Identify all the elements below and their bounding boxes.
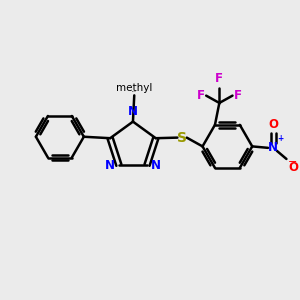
Text: −: −	[288, 157, 298, 167]
Text: F: F	[215, 72, 223, 86]
Text: methyl: methyl	[132, 91, 137, 92]
Text: O: O	[268, 118, 278, 131]
Text: F: F	[196, 89, 204, 102]
Text: +: +	[277, 134, 283, 142]
Text: O: O	[288, 161, 298, 174]
Text: F: F	[234, 89, 242, 102]
Text: N: N	[151, 158, 161, 172]
Text: methyl: methyl	[116, 83, 152, 93]
Text: N: N	[268, 141, 278, 154]
Text: N: N	[128, 104, 138, 118]
Text: S: S	[177, 130, 187, 145]
Text: N: N	[105, 158, 115, 172]
